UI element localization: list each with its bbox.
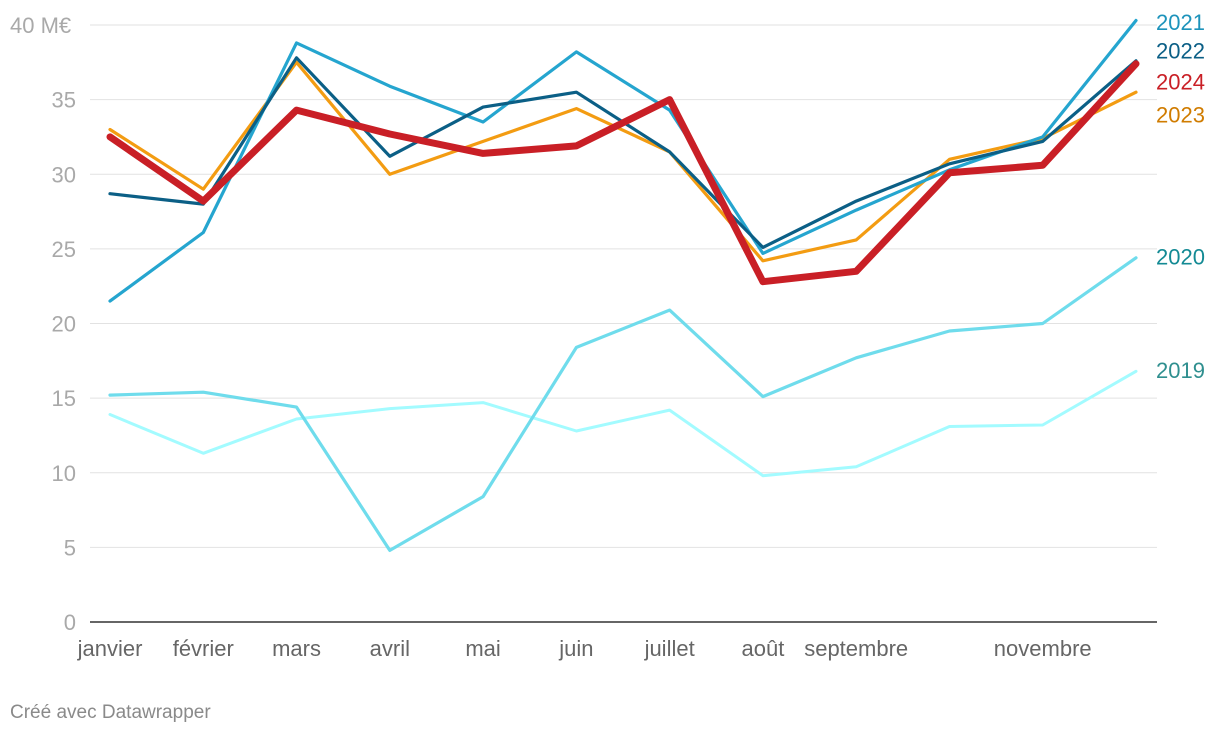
y-tick-label: 25 <box>52 237 76 262</box>
series-line-2024 <box>106 60 1140 286</box>
y-tick-label: 20 <box>52 312 76 337</box>
x-tick-label: mars <box>272 636 321 661</box>
series-line-2020 <box>108 256 1138 553</box>
gridlines <box>90 24 1157 623</box>
series-lines <box>106 18 1140 553</box>
y-tick-label: 35 <box>52 88 76 113</box>
series-label-2022: 2022 <box>1156 38 1205 63</box>
y-tick-label: 15 <box>52 386 76 411</box>
series-line-2019 <box>108 369 1138 478</box>
y-tick-label: 5 <box>64 535 76 560</box>
x-tick-label: mai <box>465 636 500 661</box>
x-axis-ticks: janvier février mars avril mai juin juillet aoû… <box>77 636 1092 661</box>
series-end-labels: 2021 2022 2024 2023 2020 2019 <box>1156 10 1205 383</box>
credit-text: Créé avec Datawrapper <box>10 702 211 723</box>
y-tick-label: 40 M€ <box>10 13 71 38</box>
y-axis-ticks: 0 5 10 15 20 25 30 35 40 M€ <box>10 13 76 635</box>
y-tick-label: 10 <box>52 461 76 486</box>
series-label-2023: 2023 <box>1156 103 1205 128</box>
series-label-2019: 2019 <box>1156 358 1205 383</box>
x-tick-label: février <box>173 636 234 661</box>
series-label-2021: 2021 <box>1156 10 1205 35</box>
x-tick-label: avril <box>370 636 410 661</box>
x-tick-label: septembre <box>804 636 908 661</box>
y-tick-label: 30 <box>52 162 76 187</box>
series-label-2020: 2020 <box>1156 244 1205 269</box>
x-tick-label: août <box>741 636 784 661</box>
x-tick-label: juin <box>558 636 593 661</box>
x-tick-label: janvier <box>77 636 143 661</box>
x-tick-label: novembre <box>994 636 1092 661</box>
y-tick-label: 0 <box>64 610 76 635</box>
series-line-2023 <box>108 60 1138 263</box>
x-tick-label: juillet <box>644 636 695 661</box>
series-label-2024: 2024 <box>1156 70 1205 95</box>
series-line-2021 <box>108 18 1138 303</box>
